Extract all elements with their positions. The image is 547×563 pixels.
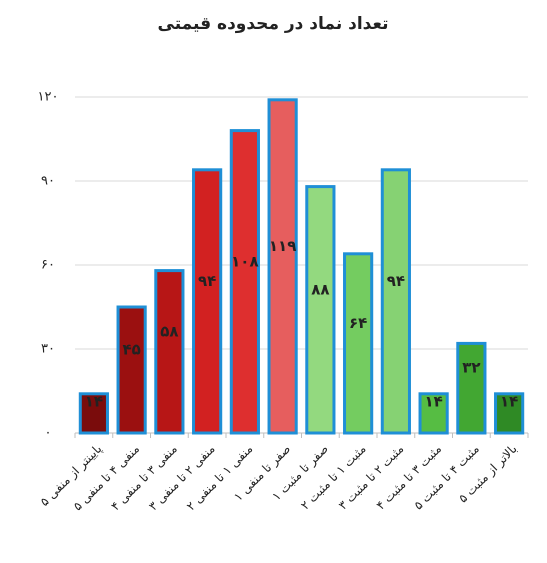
bar [343,252,374,435]
bar [267,98,298,435]
y-tick-label: ۹۰ [41,174,55,189]
bar [305,185,336,435]
x-tick-label: منفی ۱ تا منفی ۲ [184,442,256,514]
bar [192,168,223,435]
x-tick-label: پایینتر از منفی ۵ [37,442,105,510]
y-tick-label: ۰ [45,426,52,441]
bar [380,168,411,435]
value-label: ۹۴ [198,272,216,290]
bar [418,392,449,435]
x-tick-label: مثبت ۱ تا مثبت ۲ [298,442,369,513]
value-label: ۱۰۸ [231,252,258,270]
y-tick-label: ۱۲۰ [38,90,59,105]
value-label: ۱۱۹ [269,237,296,255]
bar [154,269,185,435]
value-label: ۶۴ [349,314,367,332]
value-label: ۸۸ [311,280,329,298]
bar [456,341,487,435]
value-label: ۵۸ [160,322,178,340]
value-label: ۹۴ [387,272,405,290]
bar [116,305,147,435]
x-tick-label: مثبت ۴ تا مثبت ۵ [411,442,482,513]
value-label: ۱۴ [500,392,518,410]
value-label: ۱۴ [424,392,442,410]
bar [78,392,109,435]
chart-title: تعداد نماد در محدوده قیمتی [158,14,389,34]
x-tick-label: مثبت ۲ تا مثبت ۳ [336,442,407,513]
value-label: ۱۴ [85,392,103,410]
y-tick-label: ۶۰ [41,258,55,273]
x-tick-label: منفی ۴ تا منفی ۵ [71,442,143,514]
x-tick-label: منفی ۳ تا منفی ۴ [108,442,180,514]
x-tick-label: منفی ۲ تا منفی ۳ [146,442,218,514]
value-label: ۴۵ [122,341,140,359]
bar [494,392,525,435]
y-tick-label: ۳۰ [41,342,55,357]
bar [229,129,260,435]
x-tick-label: مثبت ۳ تا مثبت ۴ [373,442,444,513]
value-label: ۳۲ [462,359,480,377]
